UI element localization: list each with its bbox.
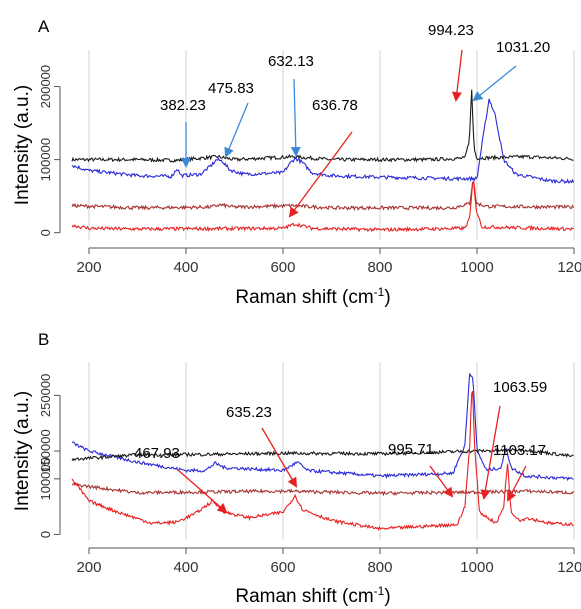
peak-annotation-arrow: [429, 465, 454, 498]
series-line-1: [71, 373, 574, 482]
peak-annotation-arrow: [261, 427, 298, 488]
x-tick-label: 600: [270, 559, 295, 576]
y-tick-label: 200000: [38, 65, 53, 108]
series-line-3: [71, 181, 574, 212]
peak-annotation-label: 635.23: [226, 404, 272, 421]
panel-letter: A: [38, 17, 50, 36]
peak-annotation-label: 1103.17: [493, 442, 546, 459]
series-line-4: [71, 390, 574, 531]
y-tick-label: 100000: [38, 138, 53, 181]
x-tick-label: 200: [76, 559, 101, 576]
peak-annotation-arrow: [472, 65, 517, 102]
panel-letter: B: [38, 330, 49, 349]
y-axis-label: Intensity (a.u.): [12, 391, 33, 511]
series-line-3: [71, 482, 574, 497]
peak-annotation-arrow: [507, 465, 527, 502]
series-line-4: [71, 180, 574, 233]
peak-annotation-arrow: [290, 78, 301, 157]
series-line-2: [71, 447, 574, 462]
peak-annotation-label: 475.83: [208, 80, 254, 97]
peak-annotation-label: 995.71: [388, 441, 434, 458]
x-tick-label: 400: [173, 559, 198, 576]
peak-annotation-arrow: [451, 49, 463, 102]
peak-annotation-arrow: [480, 405, 501, 500]
y-tick-label: 100000: [38, 457, 53, 500]
x-tick-label: 800: [367, 259, 392, 276]
y-tick-label: 0: [38, 531, 53, 538]
y-tick-label: 250000: [38, 374, 53, 417]
peak-annotation-label: 636.78: [312, 97, 358, 114]
peak-annotation-arrow: [288, 131, 353, 218]
peak-annotation-label: 632.13: [268, 53, 314, 70]
x-axis-label: Raman shift (cm-1): [235, 584, 390, 607]
peak-annotation-label: 1063.59: [493, 379, 547, 396]
peak-annotation-label: 994.23: [428, 22, 474, 39]
series-line-1: [71, 89, 574, 163]
x-tick-label: 800: [367, 559, 392, 576]
x-tick-label: 200: [76, 259, 101, 276]
x-tick-label: 600: [270, 259, 295, 276]
peak-annotation-label: 467.93: [134, 445, 180, 462]
y-tick-label: 0: [38, 229, 53, 236]
peak-annotation-arrow: [177, 469, 228, 514]
x-tick-label: 400: [173, 259, 198, 276]
x-tick-label: 1000: [460, 259, 493, 276]
series-line-2: [71, 98, 575, 185]
x-axis-label: Raman shift (cm-1): [235, 285, 390, 308]
peak-annotation-label: 382.23: [160, 97, 206, 114]
peak-annotation-label: 1031.20: [496, 39, 550, 56]
x-tick-label: 1000: [460, 559, 493, 576]
y-tick-label: 150000: [38, 429, 53, 472]
y-axis-label: Intensity (a.u.): [12, 85, 33, 205]
peak-annotation-arrow: [224, 102, 249, 158]
